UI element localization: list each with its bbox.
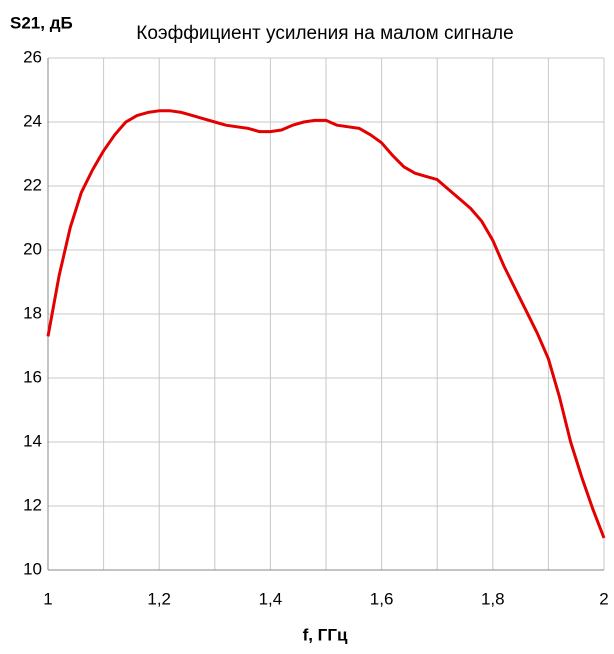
- chart-title: Коэффициент усиления на малом сигнале: [136, 23, 513, 44]
- y-axis-label: S21, дБ: [10, 13, 73, 32]
- y-tick-label: 14: [23, 431, 42, 450]
- y-tick-label: 20: [23, 239, 42, 258]
- y-tick-label: 16: [23, 367, 42, 386]
- y-tick-label: 24: [23, 111, 42, 130]
- x-tick-label: 1,4: [259, 589, 283, 608]
- y-tick-label: 12: [23, 495, 42, 514]
- x-tick-label: 1: [43, 589, 52, 608]
- x-tick-label: 1,8: [481, 589, 505, 608]
- y-tick-label: 22: [23, 175, 42, 194]
- y-tick-label: 26: [23, 47, 42, 66]
- y-tick-label: 18: [23, 303, 42, 322]
- data-line: [46, 109, 606, 539]
- x-tick-label: 1,2: [147, 589, 171, 608]
- x-axis-label: f, ГГц: [303, 625, 348, 644]
- x-tick-label: 1,6: [370, 589, 394, 608]
- x-tick-label: 2: [599, 589, 608, 608]
- y-tick-label: 10: [23, 559, 42, 578]
